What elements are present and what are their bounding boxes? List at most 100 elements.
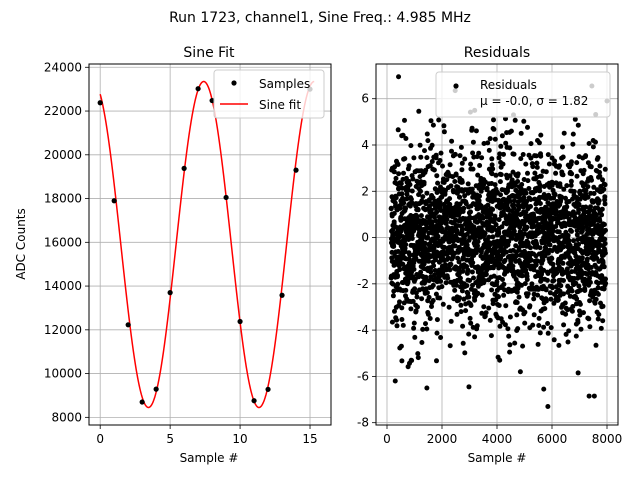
residual-point (570, 141, 576, 147)
residual-point (598, 325, 604, 331)
residual-point (394, 323, 400, 329)
residual-point (466, 331, 472, 337)
residual-point (603, 280, 609, 286)
residual-point (417, 142, 423, 148)
residual-point (576, 201, 582, 207)
residual-point (425, 138, 431, 144)
residual-point (401, 300, 407, 306)
residual-point (426, 258, 431, 264)
legend-residuals-marker (453, 83, 459, 89)
residual-point (550, 285, 555, 291)
residual-point (423, 274, 429, 280)
residual-point (507, 349, 513, 355)
sine-fit-xtick-label: 5 (166, 432, 174, 446)
residual-point (399, 305, 405, 311)
residual-point (434, 173, 440, 179)
residual-point (391, 288, 397, 294)
residual-point (499, 133, 505, 139)
residual-point (524, 224, 530, 230)
residual-point (564, 266, 570, 272)
residual-point (410, 176, 416, 182)
residual-point (571, 238, 576, 244)
residual-point (482, 278, 488, 284)
residual-point (525, 124, 530, 130)
residual-point (423, 321, 428, 327)
residual-point (575, 122, 581, 128)
residual-point (586, 141, 592, 146)
residual-point (404, 191, 410, 197)
residual-point (455, 255, 461, 261)
residual-point (449, 148, 454, 154)
residual-point (460, 340, 466, 346)
residual-point (460, 226, 465, 232)
residual-point (588, 204, 593, 210)
residual-point (593, 139, 598, 145)
residual-point (537, 201, 543, 206)
residual-point (400, 322, 406, 328)
residual-point (543, 287, 549, 293)
residual-point (575, 370, 581, 376)
residual-point (545, 403, 551, 409)
residual-point (453, 282, 459, 288)
residual-point (565, 233, 571, 238)
residual-point (569, 159, 574, 165)
residual-point (453, 172, 459, 178)
residual-point (460, 268, 466, 274)
residual-point (591, 218, 597, 224)
residual-point (437, 158, 443, 163)
residual-point (448, 318, 454, 324)
residual-point (470, 139, 476, 145)
residuals-ytick-label: -8 (357, 416, 369, 430)
residual-point (484, 185, 490, 191)
residual-point (587, 324, 593, 330)
residual-point (579, 255, 585, 261)
residual-point (492, 136, 498, 142)
residual-point (424, 155, 430, 161)
residual-point (477, 163, 483, 168)
residual-point (470, 166, 476, 172)
residual-point (586, 316, 592, 322)
residual-point (583, 153, 589, 159)
residual-point (403, 205, 409, 211)
residual-point (541, 386, 547, 392)
residual-point (466, 294, 472, 300)
residual-point (591, 191, 597, 196)
residual-point (407, 182, 413, 188)
residual-point (548, 325, 554, 331)
residual-point (528, 204, 533, 209)
residual-point (434, 358, 439, 364)
residual-point (599, 206, 605, 212)
residual-point (576, 241, 582, 247)
residual-point (447, 201, 453, 207)
residual-point (545, 152, 551, 158)
residual-point (400, 261, 406, 267)
residual-point (566, 328, 572, 334)
residual-point (574, 160, 580, 166)
sample-point (265, 386, 271, 392)
residual-point (509, 177, 515, 183)
residual-point (442, 262, 448, 268)
residual-point (515, 326, 521, 332)
residual-point (558, 283, 564, 289)
residual-point (583, 204, 589, 210)
residual-point (418, 188, 423, 194)
residual-point (404, 196, 410, 202)
residual-point (597, 173, 603, 179)
residual-point (538, 173, 544, 179)
residual-point (468, 320, 474, 326)
sine-fit-grid (89, 64, 331, 425)
residual-point (595, 285, 601, 291)
sample-point (251, 398, 257, 404)
residual-point (444, 216, 450, 222)
residual-point (397, 267, 403, 273)
residual-point (392, 308, 397, 314)
residual-point (424, 385, 430, 391)
residual-point (572, 116, 578, 122)
residual-point (592, 300, 598, 306)
residuals-ytick-label: 6 (361, 92, 369, 106)
residual-point (527, 245, 533, 251)
residual-point (389, 249, 395, 255)
sample-point (223, 194, 229, 201)
residual-point (561, 130, 567, 136)
residual-point (431, 263, 437, 269)
